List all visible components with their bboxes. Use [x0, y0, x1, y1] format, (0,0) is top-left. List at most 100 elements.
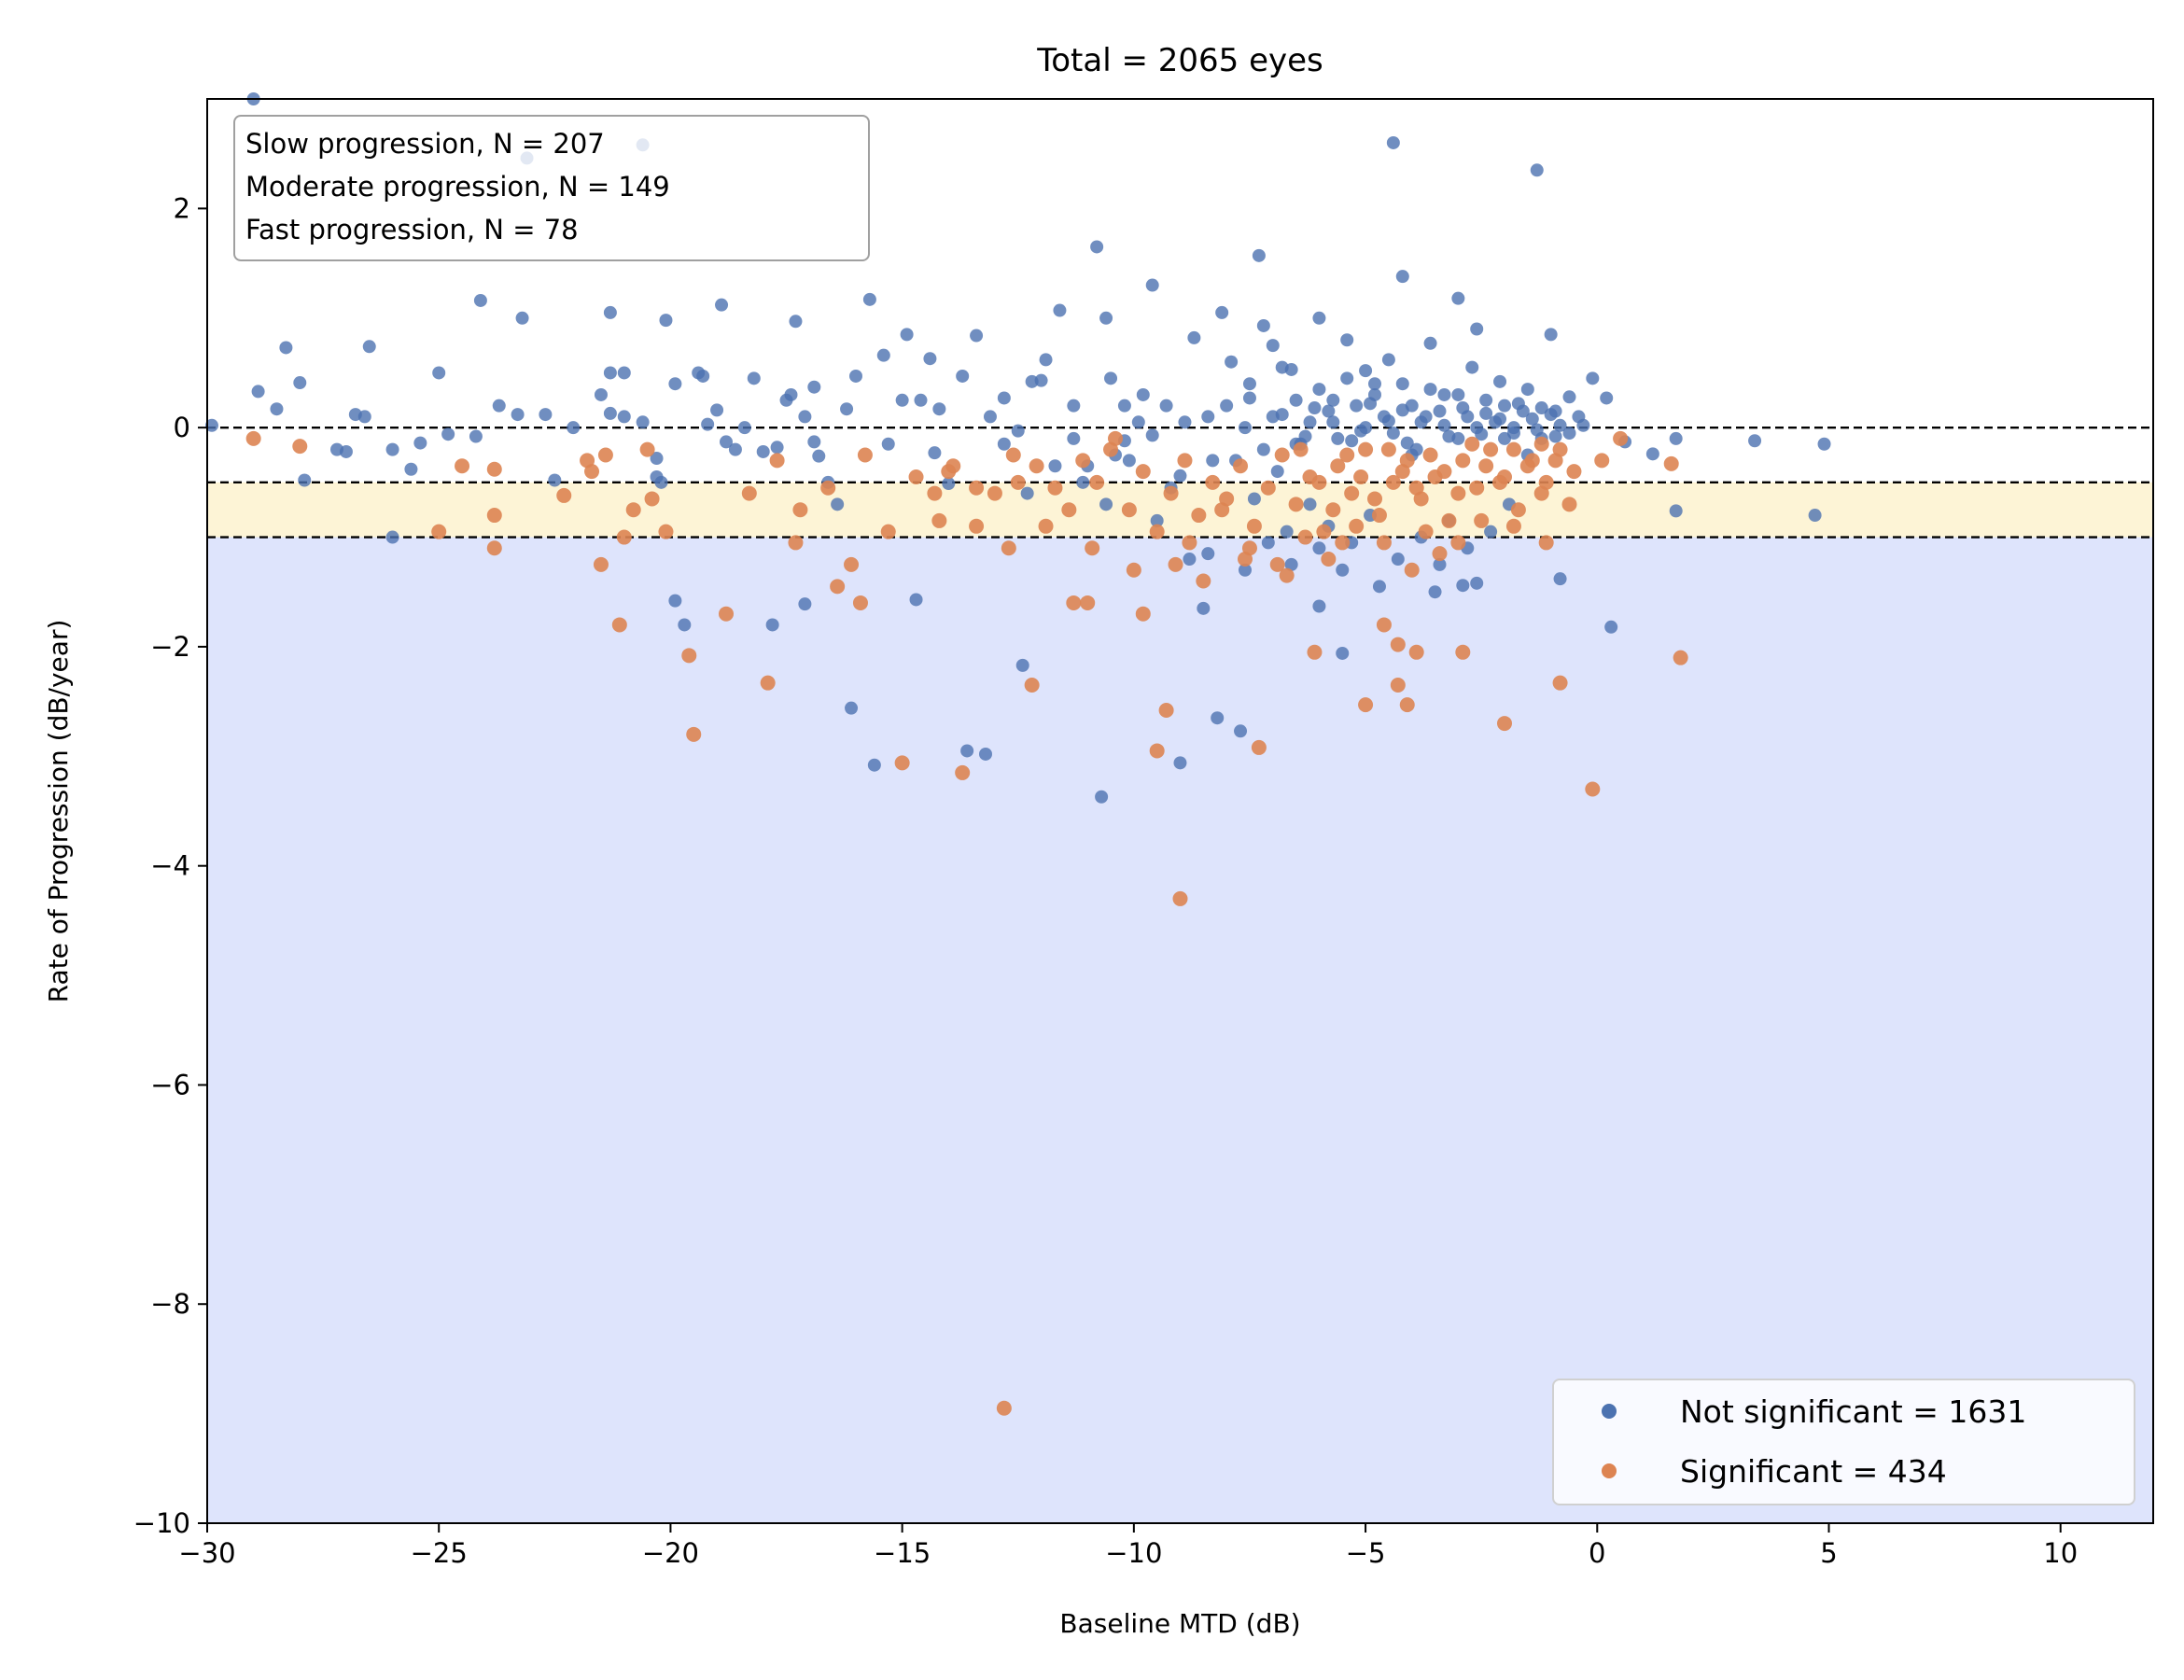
point-not-significant-41: [737, 421, 751, 435]
point-significant-118: [1436, 464, 1452, 480]
point-not-significant-212: [1456, 401, 1470, 415]
point-not-significant-49: [831, 497, 845, 511]
point-not-significant-241: [1099, 497, 1113, 511]
point-significant-117: [1422, 447, 1438, 463]
point-not-significant-157: [1465, 360, 1479, 374]
point-significant-125: [1533, 436, 1549, 452]
point-not-significant-137: [1187, 330, 1201, 344]
x-tick-label-4: −10: [1105, 1537, 1162, 1569]
point-significant-49: [1673, 650, 1688, 665]
point-not-significant-24: [539, 408, 553, 422]
point-significant-115: [1394, 464, 1410, 480]
point-not-significant-65: [1145, 428, 1159, 442]
point-not-significant-134: [1145, 278, 1159, 292]
point-significant-12: [616, 529, 632, 545]
point-significant-58: [792, 502, 808, 518]
point-not-significant-112: [840, 402, 854, 416]
point-not-significant-210: [1419, 410, 1433, 424]
point-not-significant-50: [845, 701, 859, 715]
point-significant-145: [1168, 556, 1183, 572]
point-not-significant-244: [1183, 553, 1197, 567]
point-not-significant-136: [1173, 469, 1187, 483]
point-significant-151: [1432, 546, 1448, 562]
point-significant-3: [455, 458, 470, 474]
point-not-significant-70: [1252, 248, 1266, 262]
point-not-significant-105: [720, 435, 733, 449]
point-significant-91: [1344, 485, 1360, 501]
point-significant-137: [1474, 512, 1490, 528]
point-significant-143: [1085, 540, 1100, 556]
point-not-significant-169: [1275, 360, 1289, 374]
point-not-significant-3: [270, 402, 284, 416]
point-not-significant-174: [1331, 431, 1345, 445]
point-not-significant-143: [1270, 465, 1284, 479]
point-not-significant-62: [1095, 790, 1109, 804]
point-significant-101: [1483, 441, 1499, 457]
point-not-significant-106: [747, 371, 761, 385]
point-not-significant-29: [603, 305, 617, 319]
point-not-significant-155: [1437, 387, 1451, 401]
point-not-significant-159: [1493, 374, 1507, 388]
point-not-significant-108: [784, 387, 798, 401]
x-tick-label-1: −25: [411, 1537, 468, 1569]
point-not-significant-96: [1808, 509, 1822, 523]
point-significant-72: [1075, 453, 1091, 469]
point-not-significant-250: [1336, 563, 1350, 577]
point-not-significant-198: [1553, 418, 1567, 432]
point-significant-7: [556, 487, 572, 503]
point-not-significant-114: [862, 292, 876, 306]
y-tick-label-3: −4: [150, 850, 190, 882]
point-not-significant-84: [1530, 163, 1544, 177]
x-tick-label-5: −5: [1346, 1537, 1386, 1569]
point-significant-26: [969, 518, 985, 534]
point-not-significant-34: [659, 314, 673, 328]
point-significant-52: [1594, 453, 1610, 469]
x-tick-label-2: −20: [642, 1537, 699, 1569]
point-not-significant-127: [1053, 303, 1067, 317]
chart-title: Total = 2065 eyes: [1036, 42, 1323, 79]
point-not-significant-121: [970, 329, 984, 343]
point-significant-146: [1196, 573, 1211, 589]
point-significant-86: [1274, 447, 1290, 463]
point-not-significant-110: [807, 435, 821, 449]
point-not-significant-8: [339, 444, 353, 458]
point-not-significant-170: [1289, 393, 1303, 407]
point-not-significant-231: [1391, 553, 1405, 567]
point-not-significant-204: [1308, 401, 1322, 415]
point-not-significant-128: [1067, 399, 1081, 413]
point-significant-62: [908, 469, 924, 484]
point-not-significant-217: [1548, 404, 1562, 418]
point-significant-131: [1297, 529, 1313, 545]
point-not-significant-125: [1025, 374, 1039, 388]
point-not-significant-90: [1604, 620, 1618, 634]
point-significant-45: [1455, 644, 1471, 660]
point-not-significant-66: [1173, 756, 1187, 770]
point-significant-87: [1288, 497, 1304, 512]
point-significant-139: [1533, 485, 1549, 501]
point-significant-89: [1316, 524, 1332, 539]
legend-label-not-significant: Not significant = 1631: [1680, 1393, 2026, 1430]
point-significant-46: [1497, 716, 1512, 732]
x-tick-label-7: 5: [1820, 1537, 1837, 1569]
point-not-significant-176: [1350, 399, 1364, 413]
point-not-significant-73: [1336, 646, 1350, 660]
point-not-significant-173: [1322, 404, 1336, 418]
point-not-significant-113: [849, 369, 862, 383]
point-significant-120: [1464, 436, 1480, 452]
band-0: [207, 482, 2153, 538]
point-not-significant-167: [1242, 377, 1256, 391]
point-significant-6: [486, 540, 502, 556]
point-not-significant-79: [1451, 291, 1465, 305]
point-significant-123: [1505, 441, 1521, 457]
point-not-significant-166: [1220, 399, 1234, 413]
point-not-significant-92: [1645, 447, 1659, 461]
point-not-significant-85: [1544, 328, 1558, 342]
point-significant-134: [1376, 535, 1392, 551]
point-significant-17: [719, 606, 734, 622]
point-significant-28: [1001, 540, 1016, 556]
y-tick-label-6: 2: [174, 192, 190, 224]
point-not-significant-213: [1475, 427, 1489, 441]
point-not-significant-48: [812, 449, 826, 463]
point-significant-76: [1135, 464, 1151, 480]
